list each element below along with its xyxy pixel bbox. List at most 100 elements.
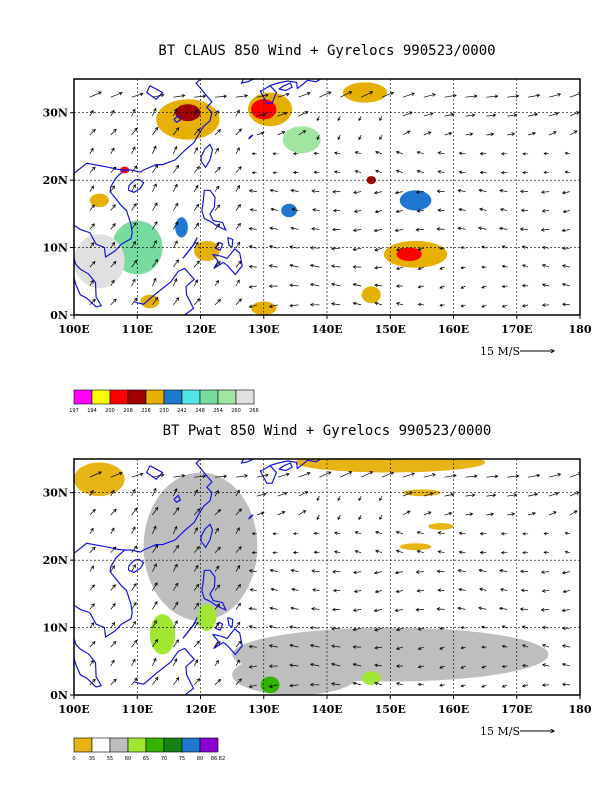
- wind-vector: [235, 203, 241, 211]
- colorbar-swatch: [235, 389, 255, 405]
- coastline: [200, 143, 214, 169]
- y-tick-label: 30N: [43, 107, 68, 120]
- wind-vector: [172, 658, 178, 667]
- coastline: [182, 617, 198, 639]
- wind-vector: [277, 511, 286, 516]
- wind-vector: [214, 242, 220, 249]
- wind-vector: [561, 228, 570, 233]
- wind-vector: [214, 565, 220, 572]
- wind-vector: [416, 169, 424, 174]
- wind-vector: [110, 508, 117, 516]
- wind-vector: [402, 92, 416, 98]
- wind-vector: [460, 646, 466, 650]
- wind-vector: [501, 684, 508, 688]
- wind-vector: [110, 298, 117, 306]
- wind-vector: [193, 546, 200, 553]
- shaded-region: [143, 472, 258, 621]
- wind-vector: [235, 659, 240, 667]
- wind-vector: [235, 678, 242, 686]
- wind-vector: [89, 128, 96, 136]
- coastline: [74, 549, 133, 639]
- colorbar-swatch: [181, 737, 201, 753]
- wind-vector: [373, 228, 383, 233]
- wind-vector: [235, 109, 240, 117]
- wind-vector: [251, 152, 257, 156]
- wind-vector: [89, 260, 96, 268]
- x-tick-label: 170E: [501, 703, 532, 716]
- wind-vector: [481, 285, 487, 289]
- wind-vector: [521, 625, 529, 629]
- wind-vector: [272, 532, 278, 536]
- x-tick-label: 160E: [438, 323, 469, 336]
- wind-vector: [256, 93, 269, 98]
- wind-vector: [131, 526, 136, 534]
- wind-vector: [131, 658, 136, 667]
- wind-vector: [458, 531, 466, 536]
- wind-vector: [423, 131, 432, 136]
- x-tick-label: 140E: [311, 703, 342, 716]
- wind-vector: [313, 550, 320, 554]
- wind-vector: [173, 474, 186, 478]
- shaded-region: [149, 614, 176, 655]
- wind-vector: [152, 145, 157, 154]
- wind-vector: [214, 603, 221, 610]
- colorbar-top: 197 194 200 208 216 230 242 248 254 260 266: [69, 389, 259, 414]
- wind-vector: [332, 588, 341, 593]
- coastline: [227, 616, 234, 628]
- wind-vector: [528, 131, 537, 136]
- wind-vector: [248, 684, 257, 689]
- wind-vector: [479, 587, 487, 592]
- wind-vector: [131, 639, 138, 648]
- coastline: [248, 134, 254, 140]
- wind-vector: [235, 298, 242, 306]
- wind-vector: [444, 131, 453, 136]
- wind-vector: [417, 302, 424, 307]
- wind-vector: [292, 550, 299, 555]
- wind-vector: [131, 488, 136, 497]
- wind-vector: [373, 570, 383, 575]
- wind-vector: [152, 582, 158, 591]
- wind-vector: [235, 583, 241, 591]
- colorbar-swatch: [91, 389, 111, 405]
- wind-vector: [193, 564, 199, 572]
- wind-vector: [519, 189, 529, 194]
- wind-vector: [152, 619, 157, 629]
- wind-vector: [235, 527, 240, 534]
- wind-vector: [235, 602, 241, 610]
- wind-vector: [193, 489, 198, 497]
- wind-vector: [543, 531, 550, 536]
- wind-vector: [235, 184, 241, 192]
- colorbar-label: 55: [107, 756, 113, 762]
- wind-vector: [193, 109, 198, 117]
- wind-vector: [110, 241, 116, 249]
- wind-vector: [354, 151, 362, 155]
- wind-vector: [548, 492, 559, 497]
- wind-vector: [375, 169, 383, 174]
- wind-vector: [235, 508, 242, 516]
- wind-vector: [561, 282, 570, 287]
- coastline: [259, 464, 278, 484]
- wind-vector: [352, 681, 362, 686]
- wind-vector: [501, 625, 508, 629]
- shaded-region: [361, 286, 381, 304]
- wind-vector: [235, 260, 242, 268]
- wind-vector: [457, 188, 466, 193]
- wind-vector: [499, 568, 508, 573]
- wind-vector: [415, 190, 424, 194]
- wind-vector: [543, 170, 550, 175]
- wind-vector: [289, 245, 299, 249]
- wind-vector: [564, 151, 570, 155]
- wind-vector: [131, 165, 138, 173]
- wind-vector: [248, 625, 257, 629]
- wind-vector: [313, 531, 320, 536]
- wind-vector: [481, 665, 487, 669]
- wind-vector: [374, 301, 383, 306]
- wind-vector: [193, 184, 199, 192]
- wind-vector: [373, 190, 383, 195]
- colorbar-label: 208: [123, 408, 133, 414]
- coastline: [74, 79, 213, 174]
- wind-vector: [313, 170, 320, 174]
- wind-vector: [214, 147, 219, 154]
- x-tick-label: 160E: [438, 703, 469, 716]
- wind-vector: [352, 228, 362, 232]
